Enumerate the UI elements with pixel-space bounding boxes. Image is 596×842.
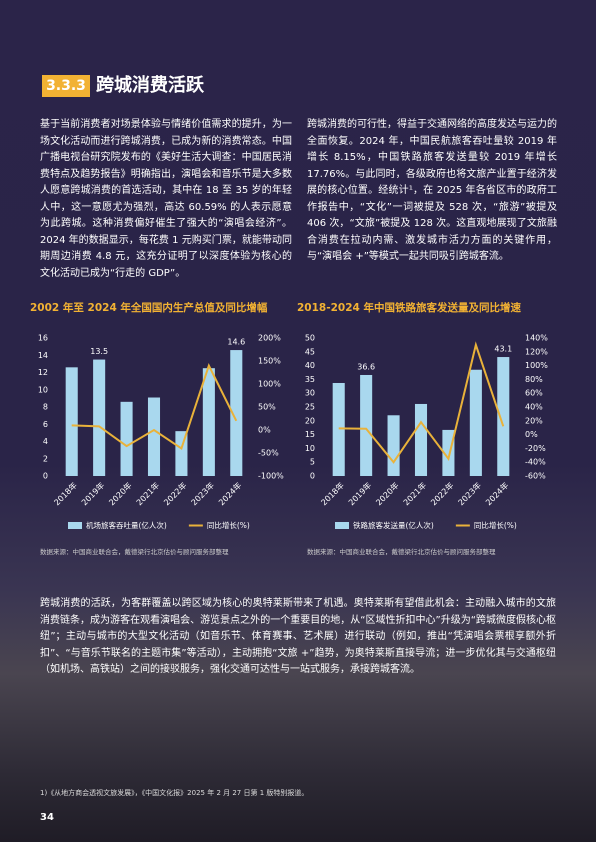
chart: 2018-2024 年中国铁路旅客发送量及同比增速 0 5 10 15 20 25 30 35 4… [297,301,548,556]
y2-tick-label: 0% [258,426,271,435]
y-tick-label: 35 [305,375,315,384]
x-tick-label: 2022年 [428,480,455,507]
x-tick-label: 2018年 [319,480,346,507]
y2-tick-label: 120% [525,347,548,356]
line [338,341,505,464]
y2-tick-label: -100% [258,472,284,481]
bar [360,374,373,476]
section-title: 跨城消费活跃 [96,75,204,96]
page-number: 34 [40,812,54,823]
x-tick-label: 2023年 [456,480,483,507]
bar [93,359,106,476]
y2-tick-label: 100% [525,361,548,370]
x-tick-label: 2021年 [134,480,161,507]
legend-swatch [335,522,349,529]
bar [414,403,428,476]
x-tick-label: 2024年 [483,480,510,507]
y2-tick-label: -40% [525,458,546,467]
y-tick-label: 5 [310,458,315,467]
x-tick-label: 2018年 [52,480,79,507]
y2-tick-label: 40% [525,403,543,412]
paragraph: 跨城消费的活跃，为客群覆盖以跨区域为核心的奥特莱斯带来了机遇。奥特莱斯有望借此机… [40,598,556,675]
y-tick-label: 15 [305,430,315,439]
section-number: 3.3.3 [42,75,90,97]
y-tick-label: 16 [38,334,48,343]
y2-tick-label: 150% [258,357,281,366]
data-label: 13.5 [90,347,108,356]
y-tick-label: 4 [43,437,48,446]
legend-label: 机场旅客吞吐量(亿人次) [86,520,167,530]
y2-tick-label: -20% [525,444,546,453]
bar [65,367,78,476]
x-tick-label: 2019年 [79,480,106,507]
legend-label: 铁路旅客发送量(亿人次) [353,520,434,530]
data-label: 36.6 [357,362,375,371]
line [71,362,238,450]
y-tick-label: 10 [38,385,48,394]
x-tick-label: 2023年 [189,480,216,507]
bar [147,397,161,476]
chart-title: 2018-2024 年中国铁路旅客发送量及同比增速 [297,301,521,314]
bar [442,429,455,476]
y-tick-label: 0 [310,472,315,481]
y-tick-label: 10 [305,444,315,453]
bar [332,382,345,476]
bar [387,415,400,476]
bar [120,401,133,476]
y2-tick-label: 200% [258,334,281,343]
y2-tick-label: 80% [525,375,543,384]
bar [497,357,510,476]
y-tick-label: 40 [305,361,315,370]
footnote: 1)《从地方商会透视文旅发展》，《中国文化报》2025 年 2 月 27 日第 … [40,789,309,797]
y-tick-label: 20 [305,416,315,425]
x-tick-label: 2020年 [107,480,134,507]
bar [202,368,215,476]
y2-tick-label: 60% [525,389,543,398]
y-tick-label: 6 [43,420,48,429]
x-tick-label: 2022年 [161,480,188,507]
y2-tick-label: 100% [258,380,281,389]
y2-tick-label: 140% [525,334,548,343]
y2-tick-label: -60% [525,472,546,481]
x-tick-label: 2020年 [374,480,401,507]
y-tick-label: 50 [305,334,315,343]
y2-tick-label: 50% [258,403,276,412]
y-tick-label: 8 [43,403,48,412]
y-tick-label: 2 [43,454,48,463]
source: 数据来源：中国商业联合会，戴德梁行北京估价与顾问服务部整理 [307,547,496,556]
chart-title: 2002 年至 2024 年全国国内生产总值及同比增幅 [30,301,268,314]
y-tick-label: 14 [38,351,48,360]
data-label: 14.6 [227,338,245,347]
legend-swatch [68,522,82,529]
y-tick-label: 0 [43,472,48,481]
bar [469,369,482,476]
y-tick-label: 30 [305,389,315,398]
legend-label: 同比增长(%) [474,520,517,530]
x-tick-label: 2019年 [346,480,373,507]
x-tick-label: 2021年 [401,480,428,507]
y-tick-label: 45 [305,347,315,356]
y-tick-label: 12 [38,368,48,377]
y2-tick-label: 0% [525,430,538,439]
y2-tick-label: -50% [258,449,279,458]
paragraph: 跨城消费的可行性，得益于交通网络的高度发达与运力的全面恢复。2024 年，中国民… [307,119,557,262]
y2-tick-label: 20% [525,416,543,425]
chart: 2002 年至 2024 年全国国内生产总值及同比增幅 0 2 4 6 8 10 12 14 16… [30,301,284,556]
y-tick-label: 25 [305,403,315,412]
source: 数据来源：中国商业联合会，戴德梁行北京估价与顾问服务部整理 [40,547,229,556]
bar [230,350,243,476]
x-tick-label: 2024年 [216,480,243,507]
data-label: 43.1 [494,345,512,354]
paragraph: 基于当前消费者对场景体验与情绪价值需求的提升，为一场文化活动而进行跨城消费，已成… [40,119,292,279]
legend-label: 同比增长(%) [207,520,250,530]
